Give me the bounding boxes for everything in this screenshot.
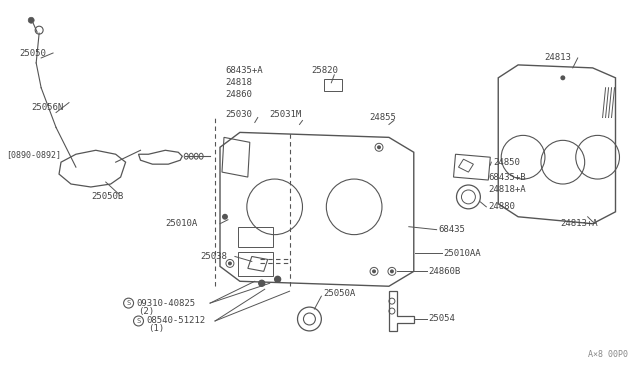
- Circle shape: [372, 269, 376, 273]
- Text: 25820: 25820: [312, 66, 339, 76]
- Text: 25050B: 25050B: [91, 192, 123, 201]
- Circle shape: [275, 276, 280, 282]
- Text: 24855: 24855: [369, 113, 396, 122]
- Text: 24860B: 24860B: [429, 267, 461, 276]
- Text: 24818+A: 24818+A: [488, 186, 526, 195]
- Circle shape: [222, 214, 228, 220]
- Circle shape: [377, 145, 381, 149]
- Text: 09310-40825: 09310-40825: [136, 299, 196, 308]
- Text: 25010AA: 25010AA: [444, 249, 481, 258]
- Text: 24850: 24850: [493, 158, 520, 167]
- Text: (1): (1): [148, 324, 164, 333]
- Text: 68435+A: 68435+A: [225, 66, 262, 76]
- Text: 24860: 24860: [225, 90, 252, 99]
- Bar: [238, 251, 273, 276]
- Text: (2): (2): [138, 307, 155, 315]
- Text: 08540-51212: 08540-51212: [147, 317, 205, 326]
- Text: 25030: 25030: [225, 110, 252, 119]
- Text: 25050: 25050: [19, 48, 46, 58]
- Text: 24818: 24818: [225, 78, 252, 87]
- Text: 25050A: 25050A: [323, 289, 356, 298]
- Text: 25038: 25038: [200, 252, 227, 261]
- Text: 24880: 24880: [488, 202, 515, 211]
- Text: 25010A: 25010A: [165, 219, 198, 228]
- Circle shape: [259, 280, 265, 286]
- Text: 24813+A: 24813+A: [560, 219, 598, 228]
- Text: 25054: 25054: [429, 314, 456, 324]
- Bar: [238, 227, 273, 247]
- Text: [0890-0892]: [0890-0892]: [6, 150, 61, 159]
- Bar: [324, 79, 342, 91]
- Text: 68435+B: 68435+B: [488, 173, 526, 182]
- Circle shape: [561, 76, 565, 80]
- Circle shape: [28, 17, 34, 23]
- Text: 25056N: 25056N: [31, 103, 63, 112]
- Text: 68435: 68435: [438, 225, 465, 234]
- Text: 25031M: 25031M: [269, 110, 302, 119]
- Text: A×8 00P0: A×8 00P0: [588, 350, 628, 359]
- Text: S: S: [136, 318, 141, 324]
- Circle shape: [228, 262, 232, 265]
- Circle shape: [390, 269, 394, 273]
- Text: S: S: [127, 300, 131, 306]
- Text: 24813: 24813: [544, 54, 571, 62]
